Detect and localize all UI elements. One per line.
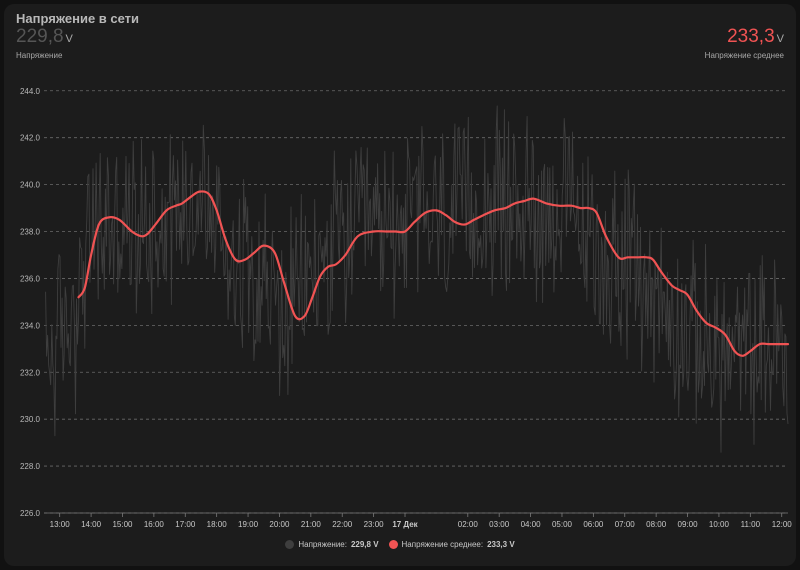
x-tick-label: 14:00 bbox=[81, 520, 102, 529]
voltage-label: Напряжение bbox=[16, 51, 63, 60]
x-tick-label: 22:00 bbox=[332, 520, 353, 529]
series-raw-voltage-line bbox=[45, 105, 789, 453]
y-tick-label: 228.0 bbox=[20, 462, 41, 471]
voltage-value: 229,8 bbox=[16, 26, 64, 47]
x-tick-label: 20:00 bbox=[269, 520, 290, 529]
x-tick-label: 10:00 bbox=[709, 520, 730, 529]
legend-label: Напряжение: bbox=[298, 540, 347, 549]
y-tick-label: 236.0 bbox=[20, 274, 41, 283]
legend-value: 229,8 V bbox=[350, 540, 379, 549]
legend-value: 233,3 V bbox=[487, 540, 515, 549]
x-tick-label: 12:00 bbox=[772, 520, 793, 529]
y-tick-label: 232.0 bbox=[20, 368, 41, 377]
x-tick-label: 16:00 bbox=[144, 520, 165, 529]
y-tick-label: 238.0 bbox=[20, 228, 41, 237]
x-tick-label: 02:00 bbox=[458, 520, 479, 529]
legend-label: Напряжение среднее: bbox=[401, 540, 484, 549]
y-tick-label: 240.0 bbox=[20, 181, 41, 190]
x-tick-label: 19:00 bbox=[238, 520, 259, 529]
x-tick-label: 17:00 bbox=[175, 520, 196, 529]
card-title: Напряжение в сети bbox=[16, 11, 140, 26]
y-tick-label: 230.0 bbox=[20, 415, 41, 424]
average-voltage-unit: V bbox=[776, 33, 784, 45]
x-tick-label: 11:00 bbox=[741, 520, 761, 529]
y-tick-label: 244.0 bbox=[20, 87, 41, 96]
x-tick-label: 07:00 bbox=[615, 520, 636, 529]
legend-dot-icon bbox=[285, 540, 295, 549]
legend-item-average-voltage[interactable]: Напряжение среднее: 233,3 V bbox=[388, 540, 515, 549]
y-tick-label: 234.0 bbox=[20, 321, 41, 330]
legend-item-voltage[interactable]: Напряжение: 229,8 V bbox=[285, 540, 379, 549]
x-tick-label: 21:00 bbox=[301, 520, 322, 529]
x-tick-label: 06:00 bbox=[583, 520, 604, 529]
chart-legend: Напряжение: 229,8 V Напряжение среднее: … bbox=[4, 540, 796, 549]
x-tick-label: 05:00 bbox=[552, 520, 573, 529]
legend-dot-icon bbox=[388, 540, 398, 549]
y-tick-label: 226.0 bbox=[20, 509, 41, 518]
average-voltage-stat[interactable]: 233,3 V Напряжение среднее bbox=[705, 26, 784, 60]
x-tick-label: 15:00 bbox=[112, 520, 133, 529]
voltage-card: Напряжение в сети 229,8 V Напряжение 233,… bbox=[4, 4, 796, 566]
x-tick-label: 03:00 bbox=[489, 520, 510, 529]
average-voltage-label: Напряжение среднее bbox=[704, 51, 784, 60]
x-tick-label: 04:00 bbox=[521, 520, 542, 529]
x-tick-label: 18:00 bbox=[207, 520, 228, 529]
series-average-voltage-line bbox=[77, 190, 790, 357]
x-tick-label: 08:00 bbox=[646, 520, 667, 529]
x-tick-label: 23:00 bbox=[364, 520, 385, 529]
x-tick-label: 13:00 bbox=[50, 520, 71, 529]
x-tick-label: 09:00 bbox=[678, 520, 699, 529]
y-tick-label: 242.0 bbox=[20, 134, 41, 143]
voltage-unit: V bbox=[65, 33, 73, 45]
average-voltage-value: 233,3 bbox=[727, 26, 775, 47]
voltage-stat[interactable]: 229,8 V Напряжение bbox=[16, 26, 73, 60]
x-tick-label: 17 Дек bbox=[392, 520, 418, 529]
voltage-chart[interactable]: 226.0 228.0 230.0 232.0 234.0 236.0 238.0 240.0… bbox=[4, 4, 796, 566]
